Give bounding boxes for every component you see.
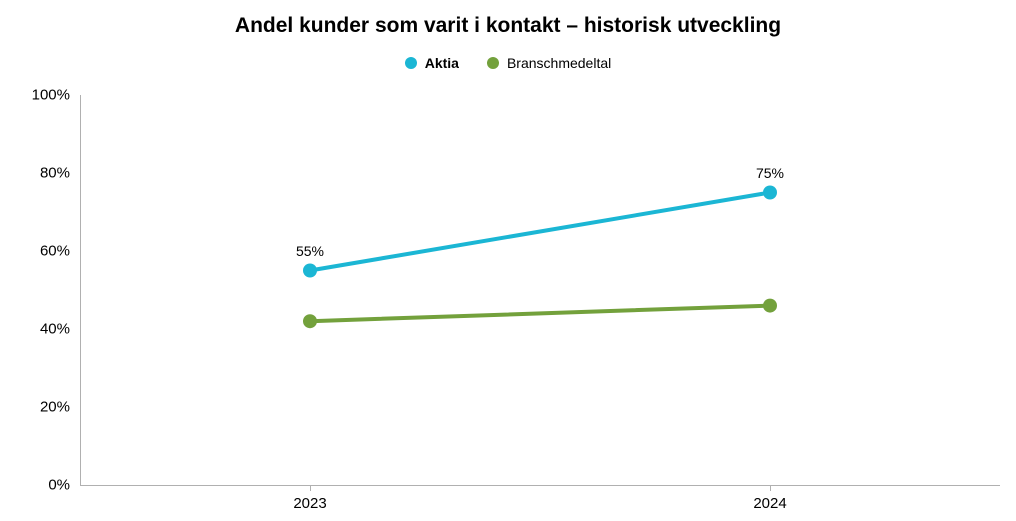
series-marker (303, 314, 317, 328)
x-tick-label: 2024 (753, 485, 786, 512)
legend-dot-icon (487, 57, 499, 69)
chart-title: Andel kunder som varit i kontakt – histo… (0, 14, 1016, 38)
series-line (310, 193, 770, 271)
y-tick-label: 0% (48, 477, 80, 494)
legend-item: Branschmedeltal (487, 55, 611, 71)
data-label: 75% (756, 165, 784, 181)
legend-label: Aktia (425, 55, 459, 71)
legend-dot-icon (405, 57, 417, 69)
y-tick-label: 60% (40, 243, 80, 260)
series-marker (763, 186, 777, 200)
data-label: 55% (296, 243, 324, 259)
series-marker (303, 264, 317, 278)
legend-item: Aktia (405, 55, 459, 71)
y-tick-label: 40% (40, 321, 80, 338)
x-axis-line (80, 485, 1000, 486)
legend-label: Branschmedeltal (507, 55, 611, 71)
x-tick-label: 2023 (293, 485, 326, 512)
y-tick-label: 80% (40, 165, 80, 182)
chart-svg (80, 95, 1000, 485)
y-tick-label: 20% (40, 399, 80, 416)
y-tick-label: 100% (32, 87, 80, 104)
plot-area: 0%20%40%60%80%100%2023202455%75% (80, 95, 1000, 485)
series-marker (763, 299, 777, 313)
series-line (310, 306, 770, 322)
chart-legend: Aktia Branschmedeltal (0, 55, 1016, 71)
chart-container: Andel kunder som varit i kontakt – histo… (0, 0, 1016, 521)
